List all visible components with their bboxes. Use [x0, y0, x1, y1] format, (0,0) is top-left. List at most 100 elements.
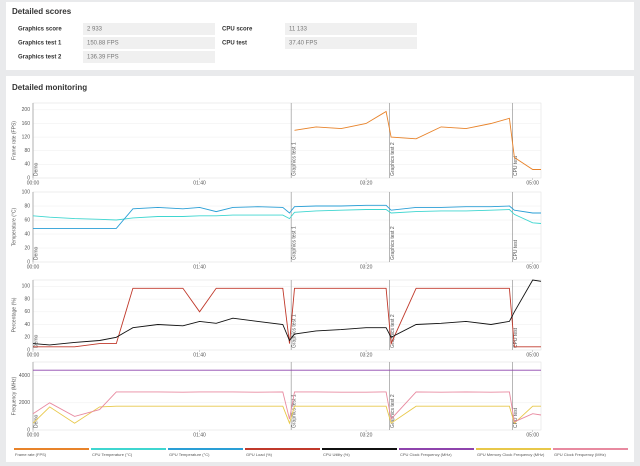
legend-swatch: [245, 448, 320, 450]
plot-area: [32, 361, 542, 431]
legend-label: CPU Utility (%): [323, 452, 350, 457]
section-label: CPU test: [513, 407, 519, 428]
panel-title: Detailed monitoring: [12, 83, 87, 92]
plot-area: [32, 279, 542, 351]
section-label: CPU test: [513, 327, 519, 348]
series-line: [32, 405, 541, 425]
series-line: [294, 110, 541, 170]
x-tick-label: 05:00: [526, 264, 539, 270]
y-tick-label: 2000: [19, 400, 30, 406]
legend-label: GPU Memory Clock Frequency (MHz): [477, 452, 545, 457]
section-label: Graphics test 1: [291, 226, 297, 260]
x-tick-label: 05:00: [526, 432, 539, 438]
x-tick-label: 03:20: [360, 180, 373, 186]
y-tick-label: 80: [24, 203, 30, 209]
score-value: 37.40 FPS: [289, 41, 317, 47]
series-line: [33, 287, 541, 348]
legend-label: CPU Clock Frequency (MHz): [400, 452, 452, 457]
score-box: [285, 37, 417, 49]
y-tick-label: 80: [24, 148, 30, 154]
x-tick-label: 00:00: [27, 352, 40, 358]
x-tick-label: 01:40: [193, 352, 206, 358]
legend-swatch: [14, 448, 89, 450]
score-box: [285, 23, 417, 35]
series-line: [32, 391, 542, 423]
section-label: Graphics test 2: [390, 314, 396, 348]
section-label: Demo: [33, 334, 39, 348]
section-label: Graphics test 1: [291, 394, 297, 428]
y-tick-label: 40: [24, 231, 30, 237]
y-axis-title: Frame rate (FPS): [11, 121, 17, 160]
plot-area: [32, 191, 542, 263]
score-box: [83, 51, 215, 63]
section-label: Graphics test 2: [390, 394, 396, 428]
score-value: 136.39 FPS: [87, 55, 119, 61]
y-tick-label: 100: [22, 189, 31, 195]
legend-label: GPU Clock Frequency (MHz): [554, 452, 606, 457]
y-tick-label: 40: [24, 162, 30, 168]
x-tick-label: 00:00: [27, 264, 40, 270]
score-label: Graphics test 1: [18, 41, 62, 47]
score-box: [83, 37, 215, 49]
y-tick-label: 20: [24, 335, 30, 341]
y-tick-label: 0: [27, 175, 30, 181]
y-tick-label: 120: [22, 134, 31, 140]
x-tick-label: 03:20: [360, 352, 373, 358]
section-label: Graphics test 1: [291, 142, 297, 176]
series-line: [33, 204, 541, 229]
panel-title: Detailed scores: [12, 7, 72, 16]
y-tick-label: 200: [22, 107, 31, 113]
score-label: CPU score: [222, 27, 253, 33]
series-line: [32, 279, 542, 346]
score-value: 150.88 FPS: [87, 41, 119, 47]
y-axis-title: Frequency (MHz): [11, 376, 17, 415]
plot-area: [32, 102, 542, 179]
y-tick-label: 0: [27, 427, 30, 433]
legend-swatch: [476, 448, 551, 450]
section-label: Graphics test 2: [390, 142, 396, 176]
y-tick-label: 60: [24, 309, 30, 315]
section-label: Demo: [33, 246, 39, 260]
y-axis-title: Percentage (%): [11, 297, 17, 332]
y-tick-label: 40: [24, 322, 30, 328]
section-label: Demo: [33, 162, 39, 176]
score-label: CPU test: [222, 41, 247, 47]
legend-swatch: [553, 448, 628, 450]
x-tick-label: 03:20: [360, 432, 373, 438]
score-label: Graphics score: [18, 27, 62, 33]
score-box: [83, 23, 215, 35]
legend-swatch: [399, 448, 474, 450]
legend-label: GPU Load (%): [246, 452, 273, 457]
score-value: 11 133: [289, 27, 308, 33]
x-tick-label: 03:20: [360, 264, 373, 270]
y-tick-label: 80: [24, 296, 30, 302]
section-label: CPU test: [513, 155, 519, 176]
legend-label: GPU Temperature (°C): [169, 452, 210, 457]
score-value: 2 933: [87, 27, 103, 33]
section-label: Graphics test 1: [291, 314, 297, 348]
y-tick-label: 100: [22, 284, 31, 290]
score-label: Graphics test 2: [18, 55, 62, 61]
x-tick-label: 00:00: [27, 180, 40, 186]
legend-swatch: [91, 448, 166, 450]
y-tick-label: 160: [22, 121, 31, 127]
y-tick-label: 0: [27, 259, 30, 265]
y-tick-label: 0: [27, 347, 30, 353]
y-axis-title: Temperature (°C): [11, 207, 17, 246]
x-tick-label: 01:40: [193, 180, 206, 186]
y-tick-label: 4000: [19, 373, 30, 379]
section-label: Demo: [33, 414, 39, 428]
x-tick-label: 01:40: [193, 432, 206, 438]
legend-label: CPU Temperature (°C): [92, 452, 133, 457]
x-tick-label: 01:40: [193, 264, 206, 270]
x-tick-label: 05:00: [526, 352, 539, 358]
legend-swatch: [168, 448, 243, 450]
section-label: CPU test: [513, 239, 519, 260]
x-tick-label: 00:00: [27, 432, 40, 438]
section-label: Graphics test 2: [390, 226, 396, 260]
legend-swatch: [322, 448, 397, 450]
y-tick-label: 60: [24, 217, 30, 223]
legend-label: Frame rate (FPS): [15, 452, 47, 457]
